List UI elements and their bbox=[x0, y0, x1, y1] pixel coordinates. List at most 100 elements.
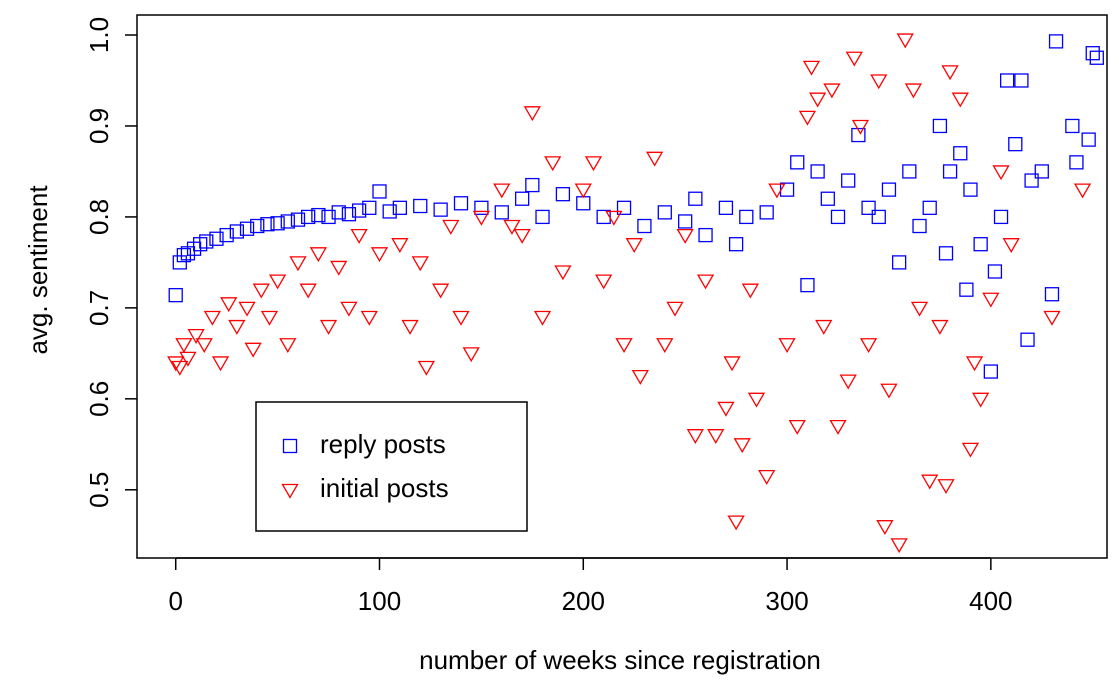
point bbox=[1024, 173, 1039, 188]
y-tick-label: 0.5 bbox=[84, 472, 114, 508]
point bbox=[228, 319, 246, 335]
point bbox=[171, 360, 189, 376]
y-tick-label: 0.7 bbox=[84, 290, 114, 326]
point bbox=[290, 212, 306, 227]
point bbox=[790, 155, 805, 170]
legend-marker bbox=[282, 438, 298, 454]
point bbox=[209, 231, 224, 246]
point bbox=[717, 401, 735, 417]
point bbox=[341, 207, 357, 222]
point bbox=[360, 310, 378, 326]
point bbox=[798, 110, 817, 126]
point bbox=[1020, 332, 1035, 347]
point bbox=[362, 200, 377, 215]
point bbox=[809, 92, 827, 108]
point bbox=[698, 227, 713, 243]
point bbox=[788, 419, 806, 435]
point bbox=[1008, 137, 1023, 152]
point bbox=[951, 92, 969, 108]
point bbox=[937, 479, 955, 495]
point bbox=[841, 173, 856, 188]
point bbox=[584, 156, 603, 172]
point bbox=[1069, 155, 1084, 170]
point bbox=[758, 469, 776, 485]
point bbox=[179, 351, 197, 367]
x-axis-label: number of weeks since registration bbox=[419, 645, 821, 675]
point bbox=[861, 200, 876, 215]
point bbox=[880, 383, 898, 399]
point bbox=[309, 247, 327, 263]
x-tick-label: 0 bbox=[168, 586, 182, 616]
point bbox=[576, 196, 591, 211]
point bbox=[1048, 34, 1064, 49]
point bbox=[401, 319, 419, 335]
point bbox=[678, 214, 693, 229]
point bbox=[1002, 238, 1020, 254]
point bbox=[172, 255, 187, 270]
point bbox=[941, 65, 959, 81]
point bbox=[859, 338, 878, 354]
point bbox=[432, 283, 450, 299]
point bbox=[494, 205, 509, 220]
point bbox=[902, 164, 917, 179]
point bbox=[289, 256, 307, 272]
point bbox=[523, 106, 541, 122]
point bbox=[417, 360, 435, 376]
point bbox=[904, 83, 923, 99]
point bbox=[411, 256, 429, 272]
point bbox=[723, 356, 741, 372]
point bbox=[896, 33, 914, 49]
point bbox=[829, 419, 847, 435]
point bbox=[452, 310, 470, 326]
point bbox=[953, 146, 968, 161]
point bbox=[768, 183, 786, 199]
point bbox=[870, 74, 888, 90]
point bbox=[340, 301, 358, 317]
point bbox=[845, 51, 863, 67]
point bbox=[912, 218, 927, 234]
point bbox=[851, 127, 866, 143]
point bbox=[168, 287, 183, 303]
point bbox=[596, 209, 611, 225]
point bbox=[605, 210, 623, 226]
point bbox=[555, 187, 571, 202]
point bbox=[331, 205, 346, 220]
point bbox=[311, 207, 326, 223]
point bbox=[392, 200, 408, 215]
point bbox=[615, 338, 633, 354]
point bbox=[299, 283, 317, 299]
point bbox=[514, 191, 530, 206]
point bbox=[382, 204, 397, 219]
point bbox=[1073, 183, 1092, 199]
point bbox=[1043, 310, 1061, 326]
point bbox=[319, 319, 338, 335]
point bbox=[195, 338, 213, 354]
legend-box bbox=[255, 401, 528, 532]
point bbox=[203, 310, 222, 326]
point bbox=[321, 209, 336, 225]
point bbox=[800, 277, 815, 293]
point bbox=[413, 198, 428, 214]
point bbox=[167, 356, 185, 372]
point bbox=[987, 264, 1003, 279]
point bbox=[921, 474, 939, 490]
point bbox=[574, 183, 592, 199]
point bbox=[1044, 287, 1060, 302]
point bbox=[270, 216, 285, 231]
point bbox=[961, 442, 980, 458]
point bbox=[676, 228, 694, 244]
point bbox=[554, 265, 572, 281]
point bbox=[645, 151, 664, 167]
point bbox=[932, 118, 948, 134]
y-tick-label: 0.6 bbox=[84, 381, 114, 417]
point bbox=[260, 217, 275, 232]
point bbox=[625, 238, 643, 254]
point bbox=[474, 200, 489, 215]
point bbox=[972, 392, 990, 408]
point bbox=[728, 237, 744, 252]
point bbox=[433, 202, 448, 217]
point bbox=[973, 237, 988, 252]
x-tick-label: 200 bbox=[562, 586, 605, 616]
point bbox=[631, 369, 649, 385]
